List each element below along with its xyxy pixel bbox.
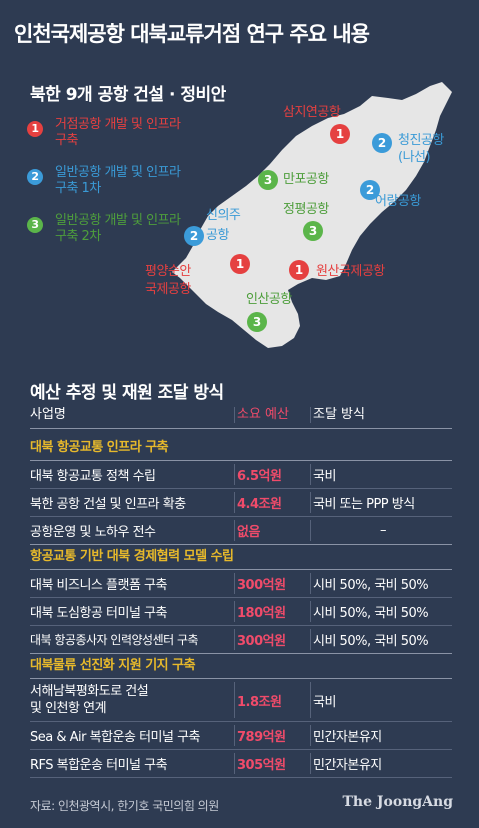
row-funding: 민간자본유지 bbox=[313, 758, 382, 773]
row-cost: 789억원 bbox=[237, 730, 286, 745]
table-row: 대북 비즈니스 플랫폼 구축 300억원 시비 50%, 국비 50% bbox=[30, 570, 452, 598]
table-row: 대북 항공교통 정책 수립 6.5억원 국비 bbox=[30, 461, 452, 489]
airport-pin-chongjin: 2 bbox=[372, 133, 392, 153]
header-name: 사업명 bbox=[30, 407, 66, 422]
row-name: 서해남북평화도로 건설 및 인천항 연계 bbox=[30, 679, 235, 721]
airport-pin-samjiyon: 1 bbox=[330, 124, 350, 144]
legend-text-2: 일반공항 개발 및 인프라 구축 1차 bbox=[55, 165, 181, 196]
row-name: 대북 항공교통 정책 수립 bbox=[30, 469, 156, 484]
row-cost: 4.4조원 bbox=[237, 497, 282, 512]
row-funding: 시비 50%, 국비 50% bbox=[313, 634, 429, 649]
table-row: Sea & Air 복합운송 터미널 구축 789억원 민간자본유지 bbox=[30, 722, 452, 750]
table-row: RFS 복합운송 터미널 구축 305억원 민간자본유지 bbox=[30, 750, 452, 778]
row-name-line-1: 서해남북평화도로 건설 bbox=[30, 684, 149, 699]
row-name: 대북 비즈니스 플랫폼 구축 bbox=[30, 578, 167, 593]
legend-number-2: 2 bbox=[27, 169, 43, 185]
row-funding: 시비 50%, 국비 50% bbox=[313, 578, 429, 593]
row-funding: – bbox=[380, 523, 387, 538]
row-name: 북한 공항 건설 및 인프라 확충 bbox=[30, 497, 186, 512]
row-cost: 1.8조원 bbox=[237, 694, 282, 710]
airport-pin-wonsan: 1 bbox=[289, 260, 309, 280]
row-cost: 300억원 bbox=[237, 578, 286, 593]
brand-logo: The JoongAng bbox=[342, 794, 453, 810]
legend-item-2: 2 일반공항 개발 및 인프라 구축 1차 bbox=[27, 165, 181, 201]
legend-item-3: 3 일반공항 개발 및 인프라 구축 2차 bbox=[27, 213, 181, 249]
row-cost: 180억원 bbox=[237, 606, 286, 621]
airport-label-chongjin-2: (나선) bbox=[398, 150, 431, 165]
legend-item-1: 1 거점공항 개발 및 인프라 구축 bbox=[27, 117, 181, 153]
airport-label-orang: 어랑공항 bbox=[375, 194, 421, 209]
header-funding: 조달 방식 bbox=[313, 407, 365, 422]
map-subtitle: 북한 9개 공항 건설 · 정비안 bbox=[30, 85, 226, 105]
row-name: 대북 도심항공 터미널 구축 bbox=[30, 606, 167, 621]
airport-pin-insan: 3 bbox=[247, 312, 267, 332]
row-name: 공항운영 및 노하우 전수 bbox=[30, 525, 156, 540]
row-name: 대북 항공종사자 인력양성센터 구축 bbox=[30, 633, 199, 647]
row-funding: 국비 bbox=[313, 694, 336, 710]
legend-number-1: 1 bbox=[27, 121, 43, 137]
legend-text-1: 거점공항 개발 및 인프라 구축 bbox=[55, 117, 181, 148]
airport-label-sinuiju-1: 신의주 bbox=[206, 208, 241, 223]
airport-label-pyongyang-1: 평양순안 bbox=[145, 264, 191, 279]
header-cost: 소요 예산 bbox=[237, 407, 289, 422]
table-row: 대북 도심항공 터미널 구축 180억원 시비 50%, 국비 50% bbox=[30, 598, 452, 626]
row-name-line-2: 및 인천항 연계 bbox=[30, 701, 107, 716]
airport-label-insan: 인산공항 bbox=[246, 292, 292, 307]
airport-label-wonsan: 원산국제공항 bbox=[316, 264, 385, 279]
airport-label-manpo: 만포공항 bbox=[283, 172, 329, 187]
airport-pin-sinuiju: 2 bbox=[184, 226, 204, 246]
budget-title: 예산 추정 및 재원 조달 방식 bbox=[30, 383, 224, 403]
legend-text-3: 일반공항 개발 및 인프라 구축 2차 bbox=[55, 213, 181, 244]
table-row: 서해남북평화도로 건설 및 인천항 연계 1.8조원 국비 bbox=[30, 679, 452, 722]
row-funding: 국비 bbox=[313, 469, 336, 484]
airport-label-jongphyong: 정평공항 bbox=[283, 202, 329, 217]
row-funding: 민간자본유지 bbox=[313, 730, 382, 745]
row-cost: 300억원 bbox=[237, 634, 286, 649]
row-cost: 없음 bbox=[237, 525, 260, 540]
group-title-2: 항공교통 기반 대북 경제협력 모델 수립 bbox=[30, 549, 234, 564]
airport-pin-jongphyong: 3 bbox=[303, 221, 323, 241]
airport-label-sinuiju-2: 공항 bbox=[206, 228, 229, 243]
table-header: 사업명 소요 예산 조달 방식 bbox=[30, 404, 452, 426]
row-cost: 305억원 bbox=[237, 758, 286, 773]
table-row: 대북 항공종사자 인력양성센터 구축 300억원 시비 50%, 국비 50% bbox=[30, 626, 452, 653]
source-note: 자료: 인천광역시, 한기호 국민의힘 의원 bbox=[30, 799, 219, 813]
airport-pin-orang: 2 bbox=[360, 180, 380, 200]
table-row: 북한 공항 건설 및 인프라 확충 4.4조원 국비 또는 PPP 방식 bbox=[30, 489, 452, 517]
row-cost: 6.5억원 bbox=[237, 469, 282, 484]
airport-label-chongjin-1: 청진공항 bbox=[398, 133, 444, 148]
airport-label-pyongyang-2: 국제공항 bbox=[145, 282, 191, 297]
airport-pin-manpo: 3 bbox=[258, 170, 278, 190]
row-funding: 시비 50%, 국비 50% bbox=[313, 606, 429, 621]
page-title: 인천국제공항 대북교류거점 연구 주요 내용 bbox=[14, 22, 370, 46]
group-title-1: 대북 항공교통 인프라 구축 bbox=[30, 440, 169, 455]
legend-number-3: 3 bbox=[27, 217, 43, 233]
row-name: RFS 복합운송 터미널 구축 bbox=[30, 758, 168, 773]
row-funding: 국비 또는 PPP 방식 bbox=[313, 497, 415, 512]
airport-pin-pyongyang: 1 bbox=[230, 254, 250, 274]
group-title-3: 대북물류 선진화 지원 기지 구축 bbox=[30, 658, 196, 673]
row-name: Sea & Air 복합운송 터미널 구축 bbox=[30, 730, 201, 745]
table-row: 공항운영 및 노하우 전수 없음 – bbox=[30, 517, 452, 544]
airport-label-samjiyon: 삼지연공항 bbox=[283, 105, 341, 120]
